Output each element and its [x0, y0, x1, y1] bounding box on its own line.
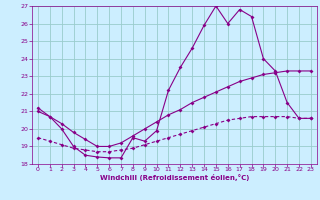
X-axis label: Windchill (Refroidissement éolien,°C): Windchill (Refroidissement éolien,°C)	[100, 174, 249, 181]
